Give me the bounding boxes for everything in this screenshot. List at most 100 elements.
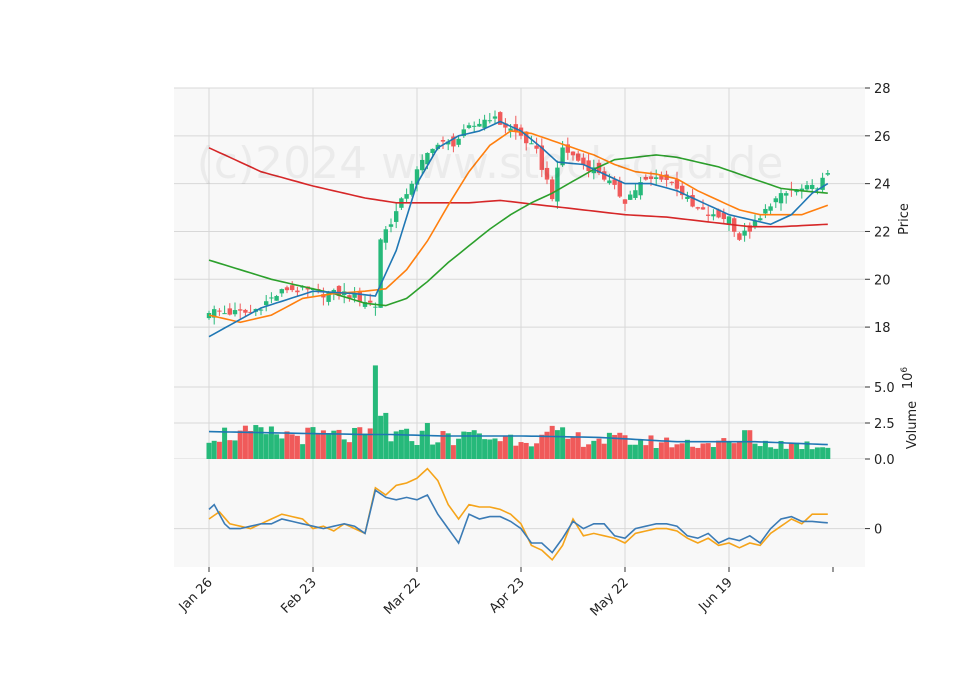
volume-bar [383, 412, 389, 459]
candle-up [446, 141, 451, 145]
volume-bar [544, 431, 550, 459]
candle-down [248, 311, 253, 313]
volume-average-line [208, 430, 828, 446]
x-tick-label: Apr 23 [487, 575, 528, 616]
volume-bar [534, 443, 540, 459]
macd-background [174, 459, 865, 567]
volume-bar [778, 440, 784, 459]
candle-up [508, 128, 513, 131]
candle-up [742, 230, 747, 236]
volume-bar [658, 442, 664, 459]
candle-up [279, 289, 284, 294]
x-tick-label: May 22 [588, 575, 632, 619]
volume-bar [393, 431, 399, 459]
candle-up [758, 218, 763, 221]
candle-down [622, 199, 628, 204]
volume-bar [586, 444, 592, 459]
candle-up [420, 159, 425, 171]
candle-up [326, 292, 331, 302]
volume-bar [679, 443, 685, 459]
candle-down [539, 145, 544, 170]
x-tick-label: Jan 26 [176, 575, 216, 615]
candle-down [290, 285, 295, 291]
volume-bar [716, 440, 722, 459]
volume-bar [742, 430, 748, 459]
candle-down [217, 310, 222, 312]
volume-bar [294, 435, 300, 459]
volume-bar [804, 441, 810, 459]
volume-bar [352, 427, 358, 459]
volume-bar [227, 440, 233, 459]
candle-up [492, 116, 498, 119]
candle-up [472, 125, 477, 127]
candle-up [768, 206, 773, 211]
volume-bar [528, 446, 534, 459]
volume-bar [632, 444, 638, 459]
volume-bar [388, 441, 394, 459]
volume-bar [409, 441, 415, 459]
candle-down [544, 167, 550, 180]
candle-down [524, 131, 529, 144]
candle-down [721, 212, 726, 220]
moving-average-mid [208, 130, 829, 324]
candle-down [643, 176, 648, 180]
price-axis-label: Price [897, 203, 912, 235]
price-ytick-label: 28 [874, 82, 891, 97]
volume-bar [591, 440, 597, 459]
candle-up [654, 177, 659, 179]
volume-bar [211, 440, 217, 459]
candle-up [820, 177, 825, 190]
volume-axis-label: Volume [905, 401, 920, 449]
candle-up [383, 229, 388, 243]
volume-bar [731, 443, 737, 459]
volume-bar [253, 425, 259, 459]
volume-bar [216, 441, 222, 459]
volume-bar [799, 449, 805, 459]
candle-up [362, 302, 368, 307]
candle-up [799, 188, 804, 192]
candle-up [274, 296, 279, 301]
candle-up [466, 125, 472, 128]
candle-down [238, 309, 243, 311]
candle-down [368, 300, 373, 303]
price-ytick-label: 20 [874, 273, 891, 288]
candle-up [352, 293, 357, 298]
candle-down [612, 179, 617, 185]
volume-bar [497, 441, 503, 459]
volume-ytick-label: 5.0 [874, 381, 895, 396]
volume-bar [700, 443, 706, 459]
candle-down [451, 136, 456, 147]
candle-up [269, 297, 274, 299]
volume-bar [726, 441, 732, 459]
volume-bar [274, 434, 280, 459]
candle-down [596, 162, 602, 174]
candle-down [227, 308, 232, 315]
volume-bar [560, 427, 566, 459]
candle-up [222, 313, 227, 315]
x-tick-label: Jun 19 [696, 575, 736, 615]
candle-up [815, 188, 820, 190]
volume-bar [284, 431, 290, 459]
volume-bar [414, 444, 420, 459]
volume-bar [289, 434, 295, 459]
volume-panel: 0.0 2.5 5.0 [174, 351, 895, 468]
volume-bar [362, 433, 368, 459]
candle-up [258, 309, 264, 311]
candle-up [461, 129, 466, 137]
volume-bar [372, 365, 378, 459]
volume-bar [424, 423, 430, 459]
candle-down [503, 123, 508, 128]
watermark: (c)2024 www.stock-dad.de [197, 138, 784, 189]
candle-up [810, 184, 815, 189]
volume-bar [336, 429, 342, 459]
candle-down [243, 309, 248, 313]
price-ytick-label: 24 [874, 178, 891, 193]
candle-up [394, 211, 399, 222]
volume-bar [664, 437, 670, 459]
candle-up [456, 138, 461, 145]
candle-down [716, 209, 721, 218]
candle-down [550, 179, 555, 200]
candle-down [586, 160, 591, 172]
volume-bar [762, 440, 768, 459]
